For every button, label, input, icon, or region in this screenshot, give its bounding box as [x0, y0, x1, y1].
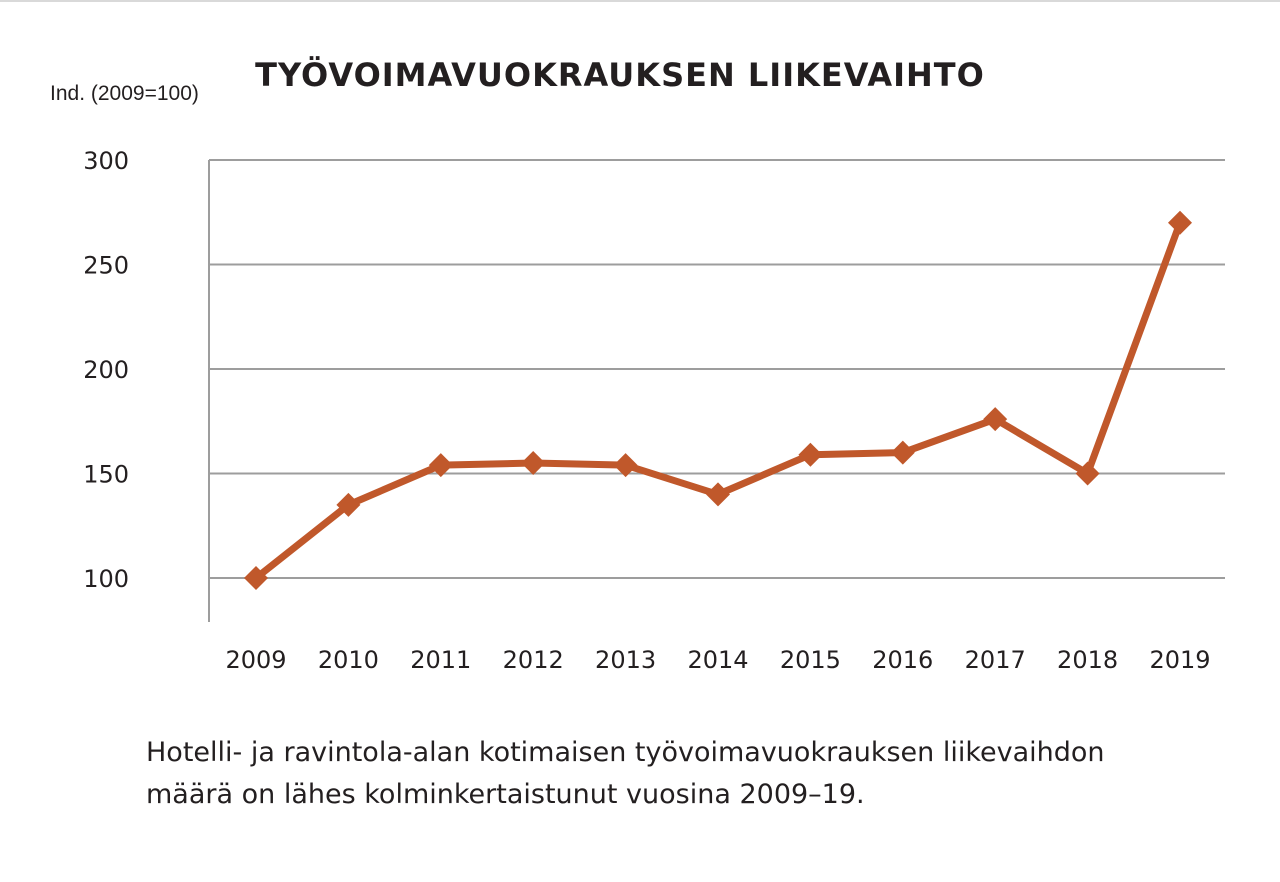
x-tick-label-2014: 2014	[687, 646, 748, 674]
x-tick-label-2011: 2011	[410, 646, 471, 674]
grid-lines	[209, 159, 1225, 579]
x-tick-label-2009: 2009	[225, 646, 286, 674]
caption-line-1: Hotelli- ja ravintola-alan kotimaisen ty…	[146, 737, 1105, 768]
x-tick-label-2013: 2013	[595, 646, 656, 674]
figure-caption: Hotelli- ja ravintola-alan kotimaisen ty…	[146, 732, 1246, 816]
data-point-2010	[336, 492, 361, 517]
y-axis-unit-label: Ind. (2009=100)	[50, 82, 199, 105]
data-point-2015	[798, 442, 823, 467]
data-point-2017	[983, 407, 1008, 432]
line-chart: 100 150 200 250 300 2009 2010 2011 2012 2013 2014…	[83, 147, 1225, 674]
data-point-2013	[613, 453, 638, 478]
data-point-2014	[706, 482, 730, 507]
top-rule	[0, 0, 1280, 2]
series-line-0	[252, 219, 1184, 582]
x-tick-label-2012: 2012	[503, 646, 564, 674]
y-tick-label-150: 150	[83, 461, 129, 489]
x-tick-label-2016: 2016	[872, 646, 933, 674]
x-tick-labels: 2009 2010 2011 2012 2013 2014 2015 2016 2017 2018…	[225, 646, 1210, 674]
y-tick-label-250: 250	[83, 252, 129, 280]
data-point-2009	[244, 566, 268, 590]
x-tick-label-2017: 2017	[965, 646, 1026, 674]
x-tick-label-2019: 2019	[1149, 646, 1210, 674]
caption-line-2: määrä on lähes kolminkertaistunut vuosin…	[146, 779, 865, 810]
data-point-2011	[428, 453, 453, 478]
x-tick-label-2010: 2010	[318, 646, 379, 674]
chart-title: TYÖVOIMAVUOKRAUKSEN LIIKEVAIHTO	[255, 56, 985, 94]
y-tick-labels: 100 150 200 250 300	[83, 147, 129, 593]
data-point-2019	[1168, 210, 1192, 235]
data-point-2016	[890, 440, 915, 465]
y-tick-label-300: 300	[83, 147, 129, 175]
y-tick-label-100: 100	[83, 565, 129, 593]
x-tick-label-2018: 2018	[1057, 646, 1118, 674]
x-tick-label-2015: 2015	[780, 646, 841, 674]
y-tick-label-200: 200	[83, 356, 129, 384]
data-series	[244, 210, 1192, 590]
data-point-2012	[521, 451, 546, 476]
data-point-2018	[1075, 461, 1100, 486]
